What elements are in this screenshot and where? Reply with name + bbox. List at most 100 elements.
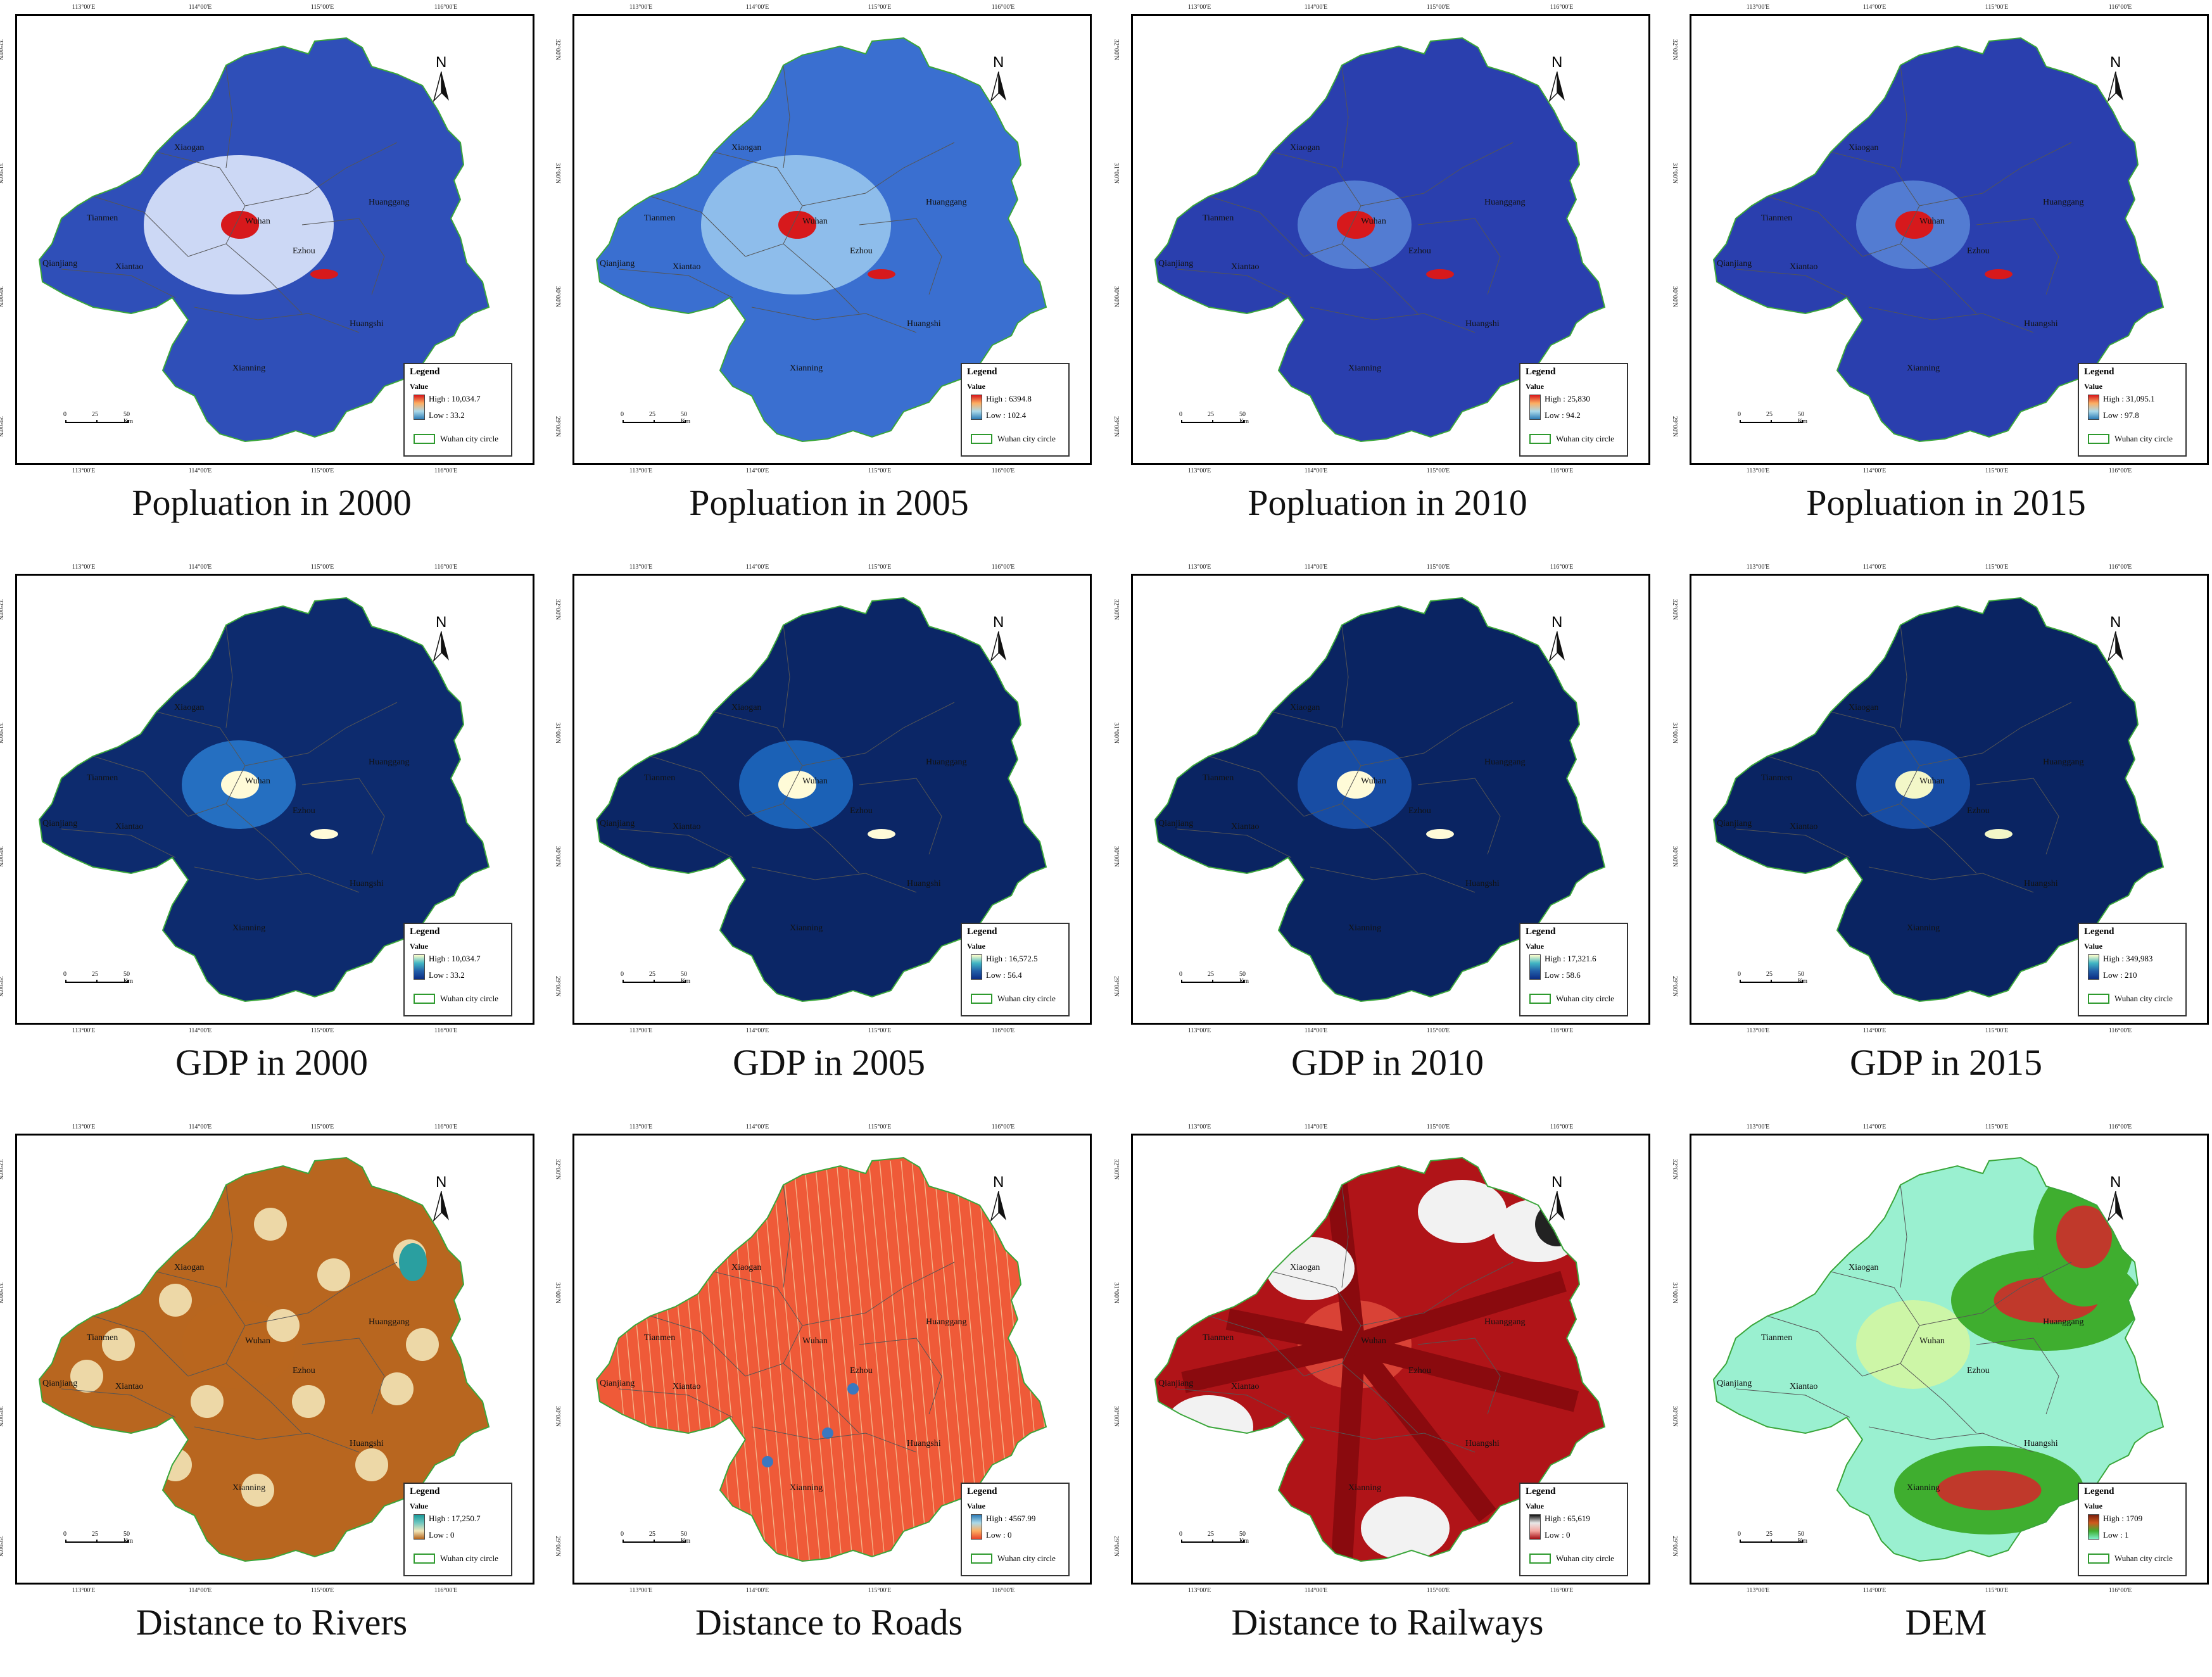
region-boundary [38,597,490,1003]
scale-bar: 0 25 50 Km [1179,411,1249,426]
district-boundary [1177,1388,1292,1418]
place-label-wuhan: Wuhan [245,1336,270,1346]
legend-boundary-label: Wuhan city circle [997,1554,1056,1563]
graticule-label: 29°00'N [1671,416,1678,438]
graticule-label: 113°00'E [629,1027,653,1034]
place-label-xiaogan: Xiaogan [1290,703,1320,712]
river-buffer [406,1328,439,1361]
railway-corridor [1331,1344,1365,1560]
legend-value-label: Value [2084,1502,2102,1510]
panel-caption: GDP in 2000 [175,1042,368,1083]
river-buffer [115,1246,148,1279]
road-line [761,1160,800,1561]
place-label-huanggang: Huanggang [2043,198,2084,207]
legend-boundary-label: Wuhan city circle [997,994,1056,1003]
district-boundary [1900,624,1907,728]
district-boundary [783,65,790,168]
graticule-label: 32°00'N [554,39,561,61]
road-line [782,1160,821,1561]
place-label-tianmen: Tianmen [1761,1333,1792,1343]
urban-hotspot [221,211,259,239]
district-boundary [1310,307,1476,333]
legend-boundary-label: Wuhan city circle [997,434,1056,443]
map-panel-road: 113°00'E 113°00'E 114°00'E 114°00'E 115°00'E… [554,1120,1101,1677]
road-line [857,1160,897,1561]
map-legend: Legend Value High : 10,034.7 Low : 33.2 Wuha… [403,363,512,457]
graticule-label: 113°00'E [629,4,653,11]
urban-hotspot [1337,211,1375,239]
place-label-ezhou: Ezhou [1408,1366,1431,1376]
urban-hotspot [310,829,338,839]
place-label-xiaogan: Xiaogan [1849,1263,1878,1272]
graticule-label: 30°00'N [0,286,4,308]
graticule-label: 113°00'E [1746,564,1770,571]
district-boundary [751,1426,917,1453]
region-map: Xiaogan Tianmen Qianjiang Xiantao Wuhan Ezhou… [1154,37,1606,443]
place-label-tianmen: Tianmen [87,213,118,223]
region-map: Xiaogan Tianmen Qianjiang Xiantao Wuhan Ezhou… [595,37,1047,443]
place-label-qianjiang: Qianjiang [1158,1379,1193,1388]
place-label-wuhan: Wuhan [802,776,828,786]
legend-title: Legend [1526,927,1556,937]
district-boundary [244,702,398,766]
district-boundary [225,1363,303,1434]
place-label-tianmen: Tianmen [1203,773,1234,783]
far-zone [1361,1497,1450,1560]
place-label-xiantao: Xiantao [115,1382,143,1391]
graticule-label: 116°00'E [991,1027,1015,1034]
district-boundary [1360,142,1514,206]
place-label-xiaogan: Xiaogan [174,703,204,712]
graticule-label: 114°00'E [745,467,769,474]
scale-bar: 0 25 50 Km [1179,971,1249,986]
graticule-label: 113°00'E [629,1123,653,1130]
legend-title: Legend [2084,927,2114,937]
graticule-label: 31°00'N [0,163,4,184]
road-line [814,1160,854,1561]
district-boundary [802,702,955,766]
urban-hotspot [868,269,895,279]
graticule-label: 114°00'E [188,4,212,11]
graticule-label: 32°00'N [554,599,561,621]
district-boundary [1976,1338,2059,1415]
map-frame: Xiaogan Tianmen Qianjiang Xiantao Wuhan Ezhou… [1131,574,1650,1025]
place-label-tianmen: Tianmen [1761,213,1792,223]
north-label: N [1552,614,1563,631]
map-panel-pop2000: 113°00'E 113°00'E 114°00'E 114°00'E 115°00'E… [0,0,543,557]
scale-label: 0 [63,971,66,978]
graticule-label: 114°00'E [745,1123,769,1130]
place-label-huanggang: Huanggang [1484,198,1526,207]
road-line [847,1160,886,1561]
district-boundary [1767,196,1863,257]
map-panel-gdp2000: 113°00'E 113°00'E 114°00'E 114°00'E 115°00'E… [0,560,543,1117]
map-panel-pop2005: 113°00'E 113°00'E 114°00'E 114°00'E 115°00'E… [554,0,1101,557]
graticule-label: 113°00'E [629,1587,653,1594]
graticule-label: 115°00'E [868,4,892,11]
river-buffer [254,1208,287,1241]
legend-high: High : 349,983 [2103,954,2153,963]
scale-label: 25 [92,411,98,418]
graticule-label: 31°00'N [1113,163,1120,184]
graticule-label: 116°00'E [1550,564,1574,571]
far-zone [822,1427,833,1439]
graticule-label: 116°00'E [991,467,1015,474]
legend-value-label: Value [2084,942,2102,951]
railway-corridor [1346,1338,1496,1522]
map-frame: Xiaogan Tianmen Qianjiang Xiantao Wuhan Ezhou… [572,1134,1092,1585]
district-boundary [1208,756,1305,817]
district-boundary [1341,243,1419,314]
scale-bar: 0 25 50 Km [1179,1531,1249,1546]
map-panel-gdp2015: 113°00'E 113°00'E 114°00'E 114°00'E 115°00'E… [1671,560,2212,1117]
road-line [890,1160,929,1561]
legend-boundary-label: Wuhan city circle [1556,994,1614,1003]
place-label-xiantao: Xiantao [673,262,700,272]
district-boundary [802,142,955,206]
district-boundary [618,269,733,298]
graticule-label: 115°00'E [1985,1123,2009,1130]
district-boundary [1360,702,1514,766]
graticule-label: 115°00'E [310,564,334,571]
graticule-label: 31°00'N [554,1282,561,1304]
north-label: N [993,614,1004,631]
graticule-label: 32°00'N [0,39,4,61]
place-label-ezhou: Ezhou [293,1366,315,1376]
river-buffer [292,1385,325,1418]
